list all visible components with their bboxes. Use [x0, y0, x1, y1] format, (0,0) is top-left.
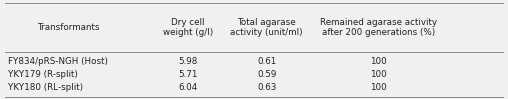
Text: 5.98: 5.98: [178, 57, 198, 66]
Text: 5.71: 5.71: [178, 70, 198, 79]
Text: Transformants: Transformants: [37, 23, 100, 32]
Text: 0.59: 0.59: [257, 70, 276, 79]
Text: 100: 100: [370, 57, 387, 66]
Text: Dry cell
weight (g/l): Dry cell weight (g/l): [163, 18, 213, 37]
Text: 6.04: 6.04: [178, 83, 198, 92]
Text: Remained agarase activity
after 200 generations (%): Remained agarase activity after 200 gene…: [320, 18, 437, 37]
Text: YKY179 (R-split): YKY179 (R-split): [8, 70, 78, 79]
Text: Total agarase
activity (unit/ml): Total agarase activity (unit/ml): [231, 18, 303, 37]
Text: 0.63: 0.63: [257, 83, 276, 92]
Text: FY834/pRS-NGH (Host): FY834/pRS-NGH (Host): [8, 57, 108, 66]
Text: YKY180 (RL-split): YKY180 (RL-split): [8, 83, 83, 92]
Text: 100: 100: [370, 83, 387, 92]
Text: 100: 100: [370, 70, 387, 79]
Text: 0.61: 0.61: [257, 57, 276, 66]
